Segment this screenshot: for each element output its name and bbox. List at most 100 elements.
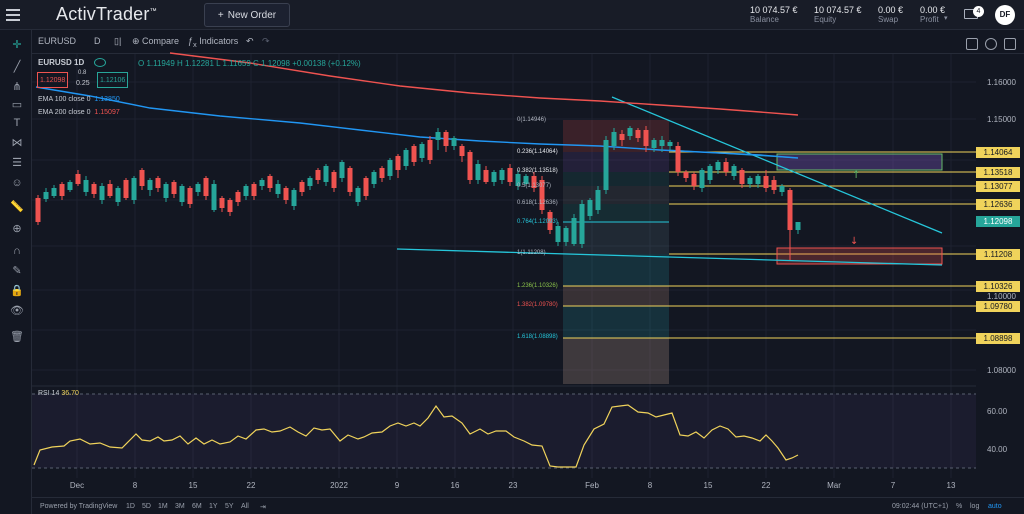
rsi-value: 36.70 [61, 390, 79, 397]
sell-price-button[interactable]: 1.12098 [37, 72, 69, 88]
profit-stat: 0.00 € Profit [920, 5, 945, 25]
current-price-tag: 1.12098 [976, 216, 1020, 227]
clock-label[interactable]: 09:02:44 (UTC+1) [892, 503, 949, 510]
x-axis-label: 8 [132, 481, 138, 490]
profit-chevron-icon[interactable]: ▾ [944, 15, 948, 22]
candle-body [331, 172, 337, 188]
crosshair-icon[interactable]: ✛ [12, 39, 22, 51]
trash-icon[interactable]: 🗑 [10, 331, 24, 343]
percent-toggle[interactable]: % [956, 503, 963, 510]
balance-stat: 10 074.57 € Balance [750, 5, 798, 25]
range-6m-button[interactable]: 6M [192, 503, 202, 510]
zoom-icon[interactable]: ⊕ [12, 223, 22, 235]
pattern-icon[interactable]: ⋈ [11, 137, 23, 149]
candle-body [435, 132, 441, 140]
market-open-icon [94, 58, 106, 67]
candle-body [643, 130, 649, 146]
equity-value: 10 074.57 € [814, 5, 862, 15]
eye-icon[interactable]: 👁 [10, 305, 24, 317]
menu-icon[interactable] [4, 7, 22, 23]
undo-icon[interactable]: ↶ [246, 36, 254, 46]
candle-body [619, 134, 625, 140]
candle-body [419, 144, 425, 158]
symbol-selector[interactable]: EURUSD [38, 36, 77, 46]
candle-body [299, 182, 305, 192]
range-all-button[interactable]: All [241, 503, 249, 510]
range-1d-button[interactable]: 1D [126, 503, 135, 510]
candle-body [411, 146, 417, 162]
settings-icon[interactable] [985, 38, 997, 50]
range-3m-button[interactable]: 3M [175, 503, 185, 510]
fibonacci-zones [563, 120, 669, 384]
snapshot-icon[interactable] [1004, 38, 1016, 50]
svg-text:↓: ↓ [850, 236, 858, 247]
candle-body [723, 162, 729, 172]
ema100-label: EMA 100 close 0 [38, 96, 91, 103]
auto-toggle[interactable]: auto [988, 503, 1002, 510]
candle-body [379, 168, 385, 178]
level-tag: 1.13518 [976, 167, 1020, 178]
candle-body [387, 160, 393, 176]
range-1y-button[interactable]: 1Y [209, 503, 218, 510]
candle-body [715, 162, 721, 170]
text-icon[interactable]: T [13, 117, 21, 129]
avatar[interactable]: DF [995, 5, 1015, 25]
candle-body [43, 192, 49, 199]
range-5y-button[interactable]: 5Y [225, 503, 234, 510]
x-axis-label: Feb [585, 481, 599, 490]
powered-by-label[interactable]: Powered by TradingView [40, 503, 118, 510]
indicators-button[interactable]: ƒx Indicators [188, 36, 239, 49]
log-toggle[interactable]: log [970, 503, 980, 510]
fib-icon[interactable]: ☰ [12, 157, 22, 169]
buy-price-button[interactable]: 1.12106 [97, 72, 129, 88]
range-5d-button[interactable]: 5D [142, 503, 151, 510]
x-axis-label: 7 [890, 481, 896, 490]
redo-icon[interactable]: ↷ [262, 36, 270, 46]
calendar-range-icon[interactable]: ⇥ [260, 504, 266, 511]
trendline-icon[interactable]: ╱ [13, 61, 21, 73]
svg-text:↑: ↑ [852, 170, 860, 181]
fib-level-label: 1(1.11208) [517, 250, 546, 256]
x-axis-label: Dec [69, 481, 85, 490]
x-axis-label: 15 [188, 481, 198, 490]
candle-body [427, 140, 433, 160]
interval-selector[interactable]: D [94, 36, 101, 46]
new-order-button[interactable]: + New Order [204, 3, 290, 27]
ema200-value: 1.15097 [94, 109, 120, 116]
magnet-icon[interactable]: ∩ [13, 245, 21, 257]
mail-badge: 4 [973, 6, 984, 17]
rectangle-icon[interactable]: ▭ [11, 99, 23, 111]
level-tag: 1.14064 [976, 147, 1020, 158]
emoji-icon[interactable]: ☺ [11, 177, 23, 189]
candle-body [443, 132, 449, 146]
fib-level-label: 0.236(1.14064) [517, 149, 558, 155]
candle-type-icon[interactable]: ▯| [114, 36, 122, 46]
spread-value: 0.25 [76, 80, 90, 87]
candle-body [187, 188, 193, 204]
candle-body [595, 190, 601, 210]
range-1m-button[interactable]: 1M [158, 503, 168, 510]
candle-body [555, 226, 561, 242]
fork-icon[interactable]: ⋔ [12, 81, 22, 93]
candle-body [195, 184, 201, 192]
candle-body [131, 178, 137, 200]
ruler-icon[interactable]: 📏 [10, 201, 24, 213]
candle-body [659, 140, 665, 146]
rsi-line [33, 404, 799, 468]
fullscreen-icon[interactable] [966, 38, 978, 50]
indicators-label: Indicators [199, 36, 239, 46]
level-lines [563, 151, 976, 339]
candle-body [795, 222, 801, 230]
candle-body [275, 184, 281, 194]
app-title: ActivTrader [56, 4, 150, 24]
fib-level-label: 0.618(1.12636) [517, 200, 558, 206]
lock-icon[interactable]: 🔒 [10, 285, 24, 297]
compare-button[interactable]: ⊕ Compare [132, 36, 180, 46]
top-bar: ActivTrader™ + New Order 10 074.57 € Balan… [0, 0, 1024, 30]
level-tag: 1.08898 [976, 333, 1020, 344]
plus-icon: + [217, 9, 224, 21]
pencil-lock-icon[interactable]: ✎ [12, 265, 22, 277]
candle-body [59, 184, 65, 196]
candle-body [403, 150, 409, 166]
